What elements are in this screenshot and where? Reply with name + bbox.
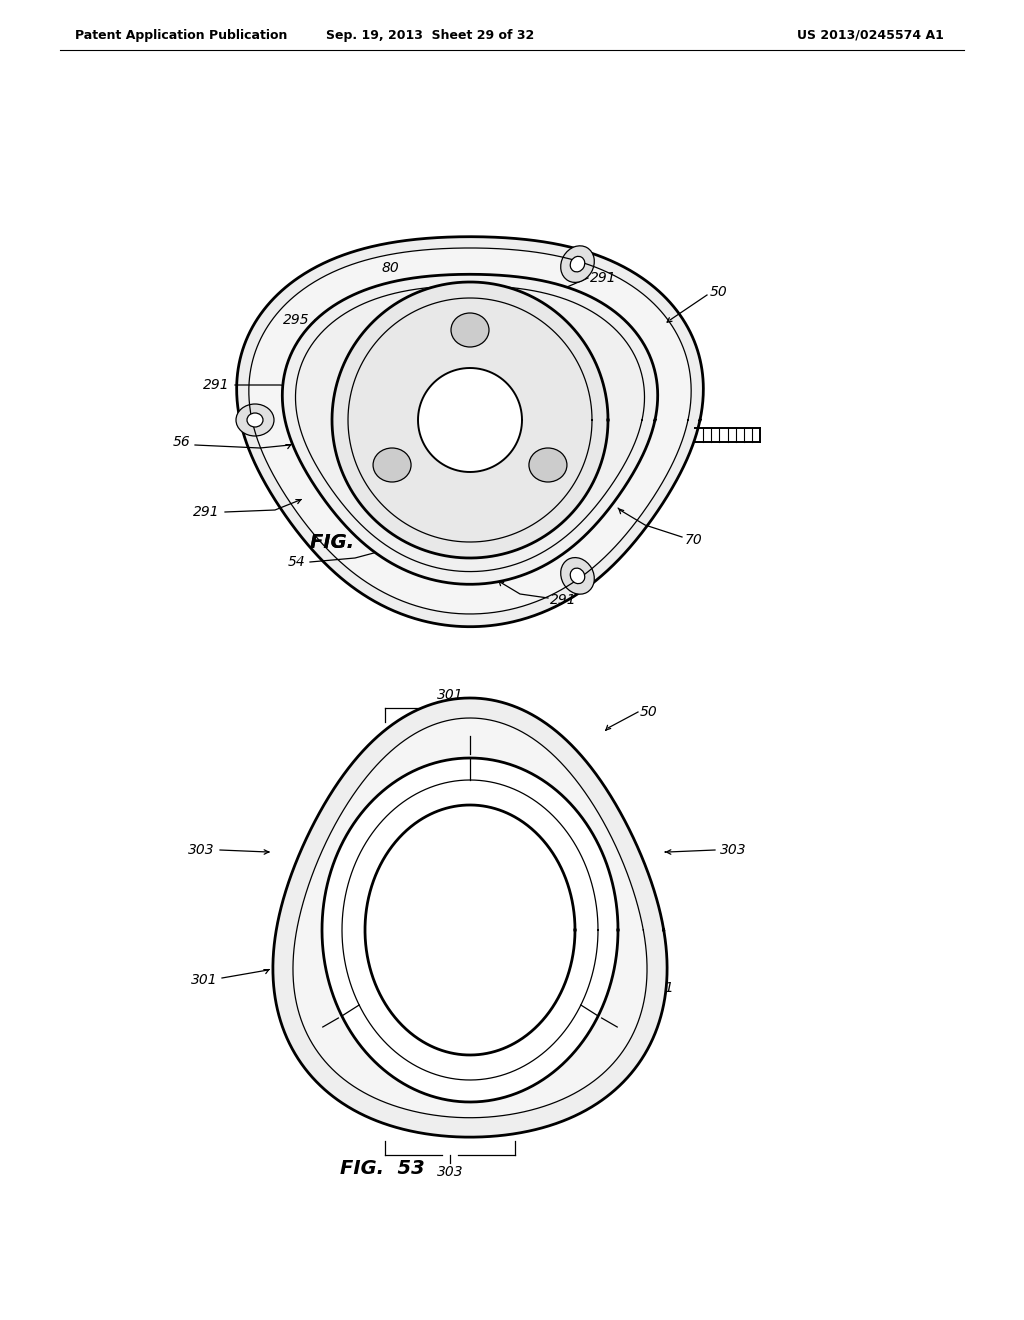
Polygon shape — [272, 698, 667, 1137]
Text: 291: 291 — [590, 271, 616, 285]
Ellipse shape — [561, 246, 594, 282]
Text: 303: 303 — [436, 1166, 463, 1179]
Ellipse shape — [570, 256, 585, 272]
Polygon shape — [293, 718, 647, 1118]
Text: US 2013/0245574 A1: US 2013/0245574 A1 — [797, 29, 943, 41]
Text: 301: 301 — [191, 973, 218, 987]
Text: 291: 291 — [204, 378, 230, 392]
Text: 70: 70 — [685, 533, 702, 546]
Ellipse shape — [451, 313, 489, 347]
Ellipse shape — [529, 447, 567, 482]
Text: 56: 56 — [172, 436, 190, 449]
Text: 291: 291 — [550, 593, 577, 607]
Ellipse shape — [247, 413, 263, 426]
Text: 303: 303 — [720, 843, 746, 857]
Polygon shape — [237, 236, 703, 627]
Text: 301: 301 — [436, 688, 463, 702]
Ellipse shape — [373, 447, 411, 482]
Polygon shape — [332, 282, 608, 558]
Text: 54: 54 — [288, 554, 305, 569]
Polygon shape — [365, 805, 575, 1055]
Text: 291: 291 — [194, 506, 220, 519]
Text: 301: 301 — [648, 981, 675, 995]
Text: FIG.  53: FIG. 53 — [340, 1159, 425, 1177]
Ellipse shape — [570, 568, 585, 583]
Text: 80: 80 — [381, 261, 399, 275]
Text: 50: 50 — [710, 285, 728, 300]
Polygon shape — [249, 248, 691, 614]
Text: Patent Application Publication: Patent Application Publication — [75, 29, 288, 41]
Polygon shape — [418, 368, 522, 473]
Text: 295: 295 — [284, 313, 310, 327]
Text: FIG.  52: FIG. 52 — [310, 532, 394, 552]
Polygon shape — [322, 758, 618, 1102]
Text: 303: 303 — [188, 843, 215, 857]
Text: 50: 50 — [640, 705, 657, 719]
Ellipse shape — [561, 557, 594, 594]
Text: Sep. 19, 2013  Sheet 29 of 32: Sep. 19, 2013 Sheet 29 of 32 — [326, 29, 535, 41]
Ellipse shape — [236, 404, 274, 436]
Polygon shape — [283, 275, 657, 585]
Text: FIG.  52: FIG. 52 — [310, 532, 394, 552]
